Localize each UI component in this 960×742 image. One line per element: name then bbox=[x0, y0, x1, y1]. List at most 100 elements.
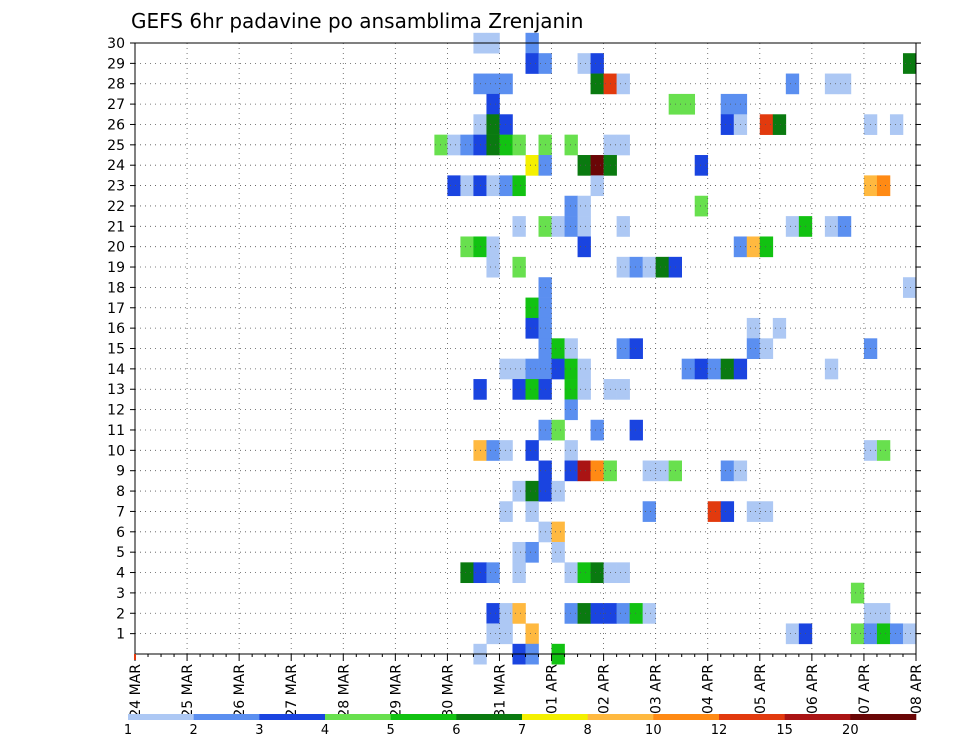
heatmap-cell bbox=[486, 134, 500, 156]
heatmap-cell bbox=[720, 460, 735, 482]
x-tick-label: 01 APR bbox=[545, 664, 561, 714]
heatmap-cell bbox=[486, 93, 500, 115]
heatmap-cell bbox=[564, 440, 578, 461]
heatmap-cell bbox=[694, 358, 709, 380]
y-tick-label: 22 bbox=[107, 199, 125, 215]
heatmap-cell bbox=[824, 216, 839, 237]
heatmap-cell bbox=[564, 460, 578, 482]
y-tick-label: 4 bbox=[116, 566, 125, 582]
x-tick-label: 08 APR bbox=[909, 664, 925, 714]
heatmap-cell bbox=[486, 236, 500, 258]
heatmap-cell bbox=[681, 358, 696, 380]
heatmap-cell bbox=[785, 216, 800, 237]
heatmap-cell bbox=[577, 53, 591, 74]
heatmap-cell bbox=[551, 521, 565, 543]
heatmap-cell bbox=[512, 256, 526, 278]
y-tick-label: 24 bbox=[107, 158, 125, 174]
heatmap-cell bbox=[512, 480, 526, 502]
y-tick-label: 8 bbox=[116, 484, 125, 500]
heatmap-cell bbox=[889, 623, 904, 645]
x-tick-label: 06 APR bbox=[805, 664, 821, 714]
legend-swatch bbox=[193, 714, 260, 720]
legend-swatch bbox=[719, 714, 785, 720]
color-legend: 1 2 3 4 5 6 7 8 10 12 15 20 bbox=[124, 714, 917, 738]
heatmap-cell bbox=[694, 195, 709, 217]
heatmap-cell bbox=[499, 358, 513, 380]
y-tick-label: 5 bbox=[116, 545, 125, 561]
heatmap-cell bbox=[551, 338, 565, 359]
heatmap-cell bbox=[616, 338, 630, 359]
heatmap-cell bbox=[590, 73, 604, 95]
legend-swatch bbox=[325, 714, 391, 720]
heatmap-cell bbox=[616, 379, 630, 400]
legend-swatch bbox=[522, 714, 588, 720]
heatmap-cell bbox=[512, 562, 526, 584]
y-tick-label: 19 bbox=[107, 260, 125, 276]
heatmap-cell bbox=[577, 358, 591, 380]
heatmap-cell bbox=[577, 562, 591, 584]
heatmap-cell bbox=[707, 358, 722, 380]
heatmap-cell bbox=[512, 216, 526, 237]
x-tick-label: 03 APR bbox=[649, 664, 665, 714]
heatmap-cell bbox=[499, 440, 513, 461]
heatmap-cell bbox=[512, 175, 526, 197]
x-tick-label: 04 APR bbox=[701, 664, 717, 714]
legend-label: 5 bbox=[387, 723, 395, 738]
heatmap-cell bbox=[837, 216, 852, 237]
heatmap-cell bbox=[460, 562, 474, 584]
heatmap-cell bbox=[642, 460, 656, 482]
legend-swatch bbox=[128, 714, 194, 720]
legend-label: 20 bbox=[842, 723, 859, 738]
heatmap-cell bbox=[577, 155, 591, 176]
x-tick-label: 24 MAR bbox=[128, 664, 144, 718]
heatmap-cell bbox=[746, 338, 761, 359]
x-tick-label: 28 MAR bbox=[336, 664, 352, 718]
heatmap-cell bbox=[889, 114, 904, 135]
heatmap-cell bbox=[759, 236, 774, 258]
heatmap-cell bbox=[850, 582, 865, 604]
heatmap-cell bbox=[551, 358, 565, 380]
y-tick-label: 20 bbox=[107, 240, 125, 256]
heatmap-cell bbox=[876, 175, 891, 197]
heatmap-cell bbox=[655, 256, 669, 278]
heatmap-cell bbox=[590, 419, 604, 441]
legend-label: 4 bbox=[321, 723, 329, 738]
heatmap-cell bbox=[525, 480, 539, 502]
heatmap-cell bbox=[876, 603, 891, 624]
heatmap-cell bbox=[499, 114, 513, 135]
heatmap-cell bbox=[499, 73, 513, 95]
heatmap-cell bbox=[824, 358, 839, 380]
x-tick-label: 02 APR bbox=[597, 664, 613, 714]
heatmap-cell bbox=[876, 440, 891, 461]
heatmap-cell bbox=[564, 358, 578, 380]
y-tick-label: 11 bbox=[107, 423, 125, 439]
heatmap-cell bbox=[629, 603, 643, 624]
y-tick-label: 2 bbox=[116, 606, 125, 622]
x-tick-label: 30 MAR bbox=[440, 664, 456, 718]
heatmap-cell bbox=[629, 256, 643, 278]
heatmap-cell bbox=[616, 562, 630, 584]
y-tick-label: 26 bbox=[107, 117, 125, 133]
heatmap-cell bbox=[564, 603, 578, 624]
heatmap-cell bbox=[772, 114, 787, 135]
heatmap-cell bbox=[460, 236, 474, 258]
legend-swatch bbox=[390, 714, 457, 720]
heatmap-cell bbox=[525, 155, 539, 176]
heatmap-cell bbox=[564, 134, 578, 156]
heatmap-cell bbox=[577, 460, 591, 482]
x-tick-label: 07 APR bbox=[857, 664, 873, 714]
y-tick-label: 14 bbox=[107, 362, 125, 378]
legend-label: 12 bbox=[711, 723, 728, 738]
heatmap-cell bbox=[824, 73, 839, 95]
heatmap-cell bbox=[616, 603, 630, 624]
heatmap-cell bbox=[746, 317, 761, 339]
heatmap-cell bbox=[577, 216, 591, 237]
heatmap-cell bbox=[460, 175, 474, 197]
heatmap-cell bbox=[525, 53, 539, 74]
legend-swatch bbox=[653, 714, 720, 720]
heatmap-cell bbox=[642, 501, 656, 522]
x-tick-label: 25 MAR bbox=[180, 664, 196, 718]
heatmap-cell bbox=[746, 501, 761, 522]
x-tick-label: 26 MAR bbox=[232, 664, 248, 718]
